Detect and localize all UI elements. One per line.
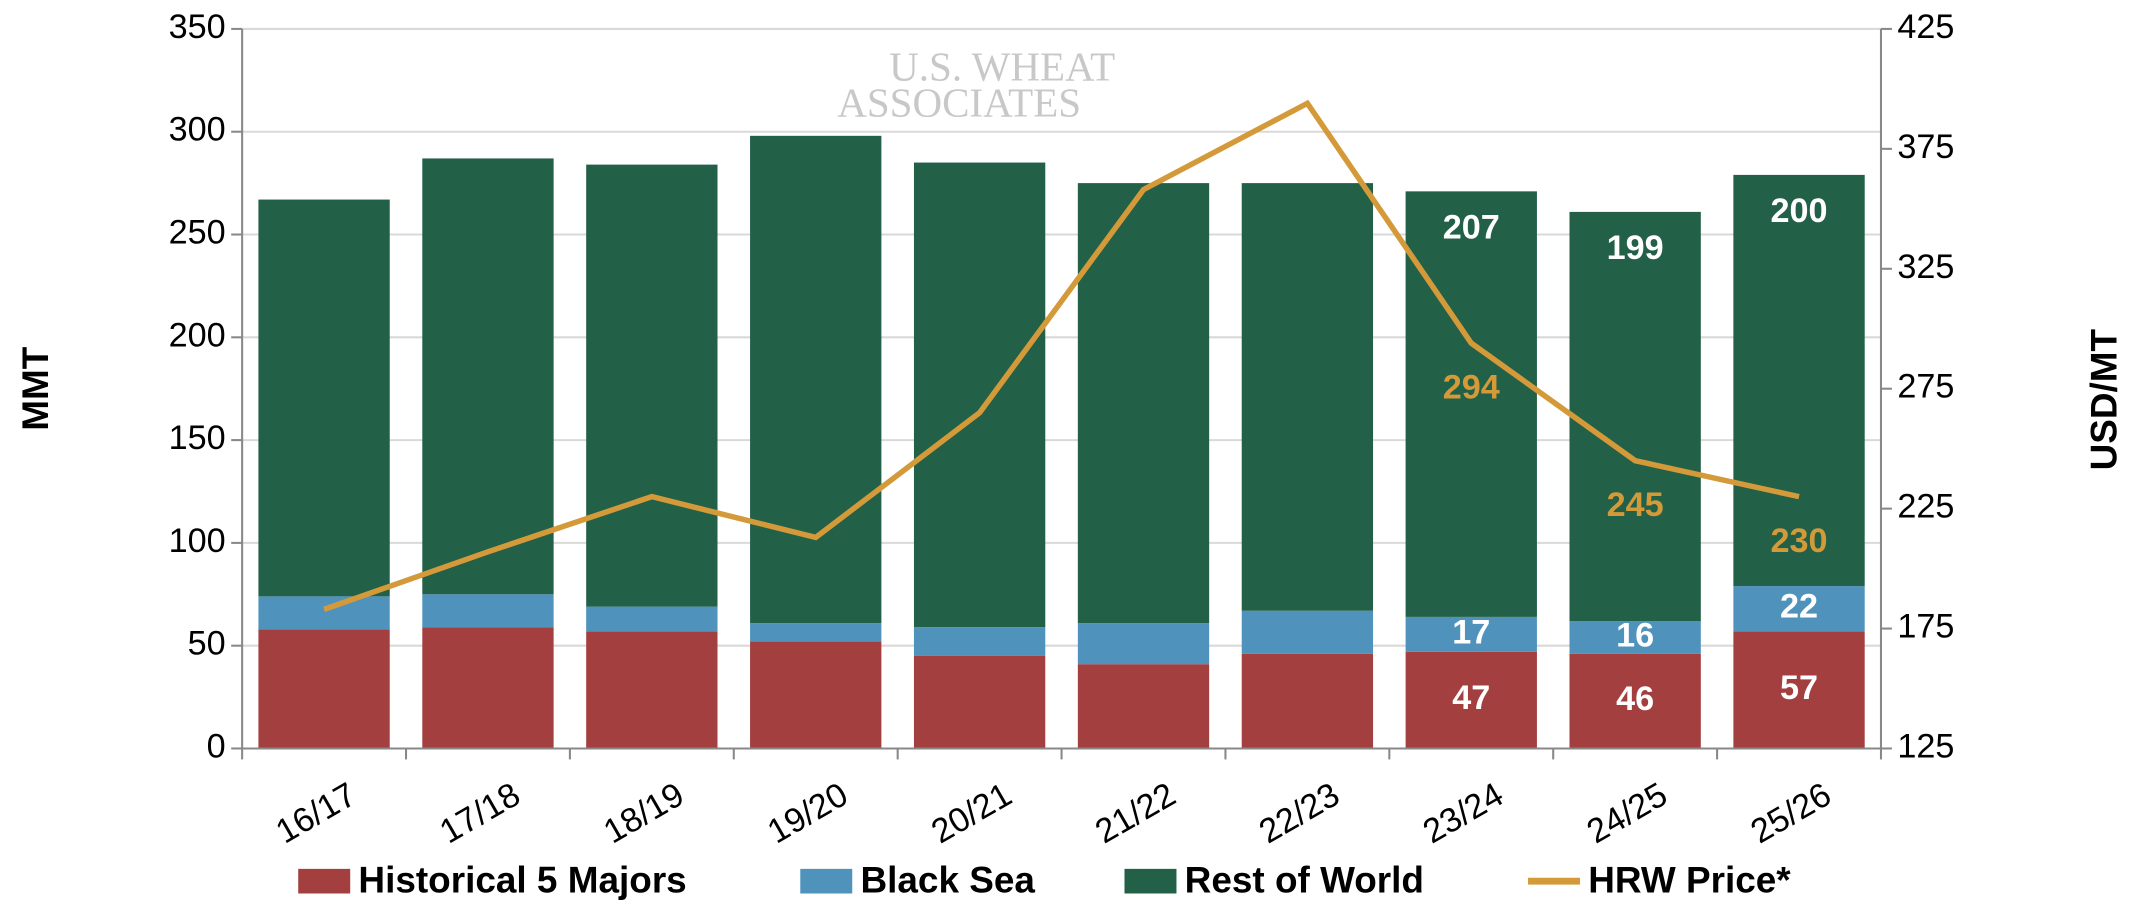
legend-swatch (1124, 868, 1177, 894)
x-tick-label: 17/18 (433, 775, 526, 851)
bar-segment (1733, 174, 1865, 587)
y2-tick-label: 175 (1897, 608, 1954, 646)
y2-axis-label: USD/MT (2083, 328, 2124, 470)
bar-segment (258, 199, 390, 597)
bar-segment (1405, 616, 1537, 652)
y-tick-label: 100 (169, 522, 226, 560)
data-label: 245 (1607, 486, 1664, 524)
x-tick-label: 20/21 (925, 775, 1018, 851)
bar-segment (750, 641, 882, 749)
data-label: 22 (1780, 588, 1818, 626)
watermark: ASSOCIATES (837, 79, 1081, 125)
bar-segment (1077, 623, 1210, 665)
data-label: 46 (1616, 680, 1654, 718)
x-tick-label: 24/25 (1581, 775, 1674, 851)
bar-segment (1569, 621, 1701, 654)
y2-tick-label: 275 (1897, 368, 1954, 406)
legend-label: Historical 5 Majors (358, 859, 686, 900)
bar-segment (750, 135, 882, 624)
y-tick-label: 350 (169, 8, 226, 46)
x-tick-label: 21/22 (1089, 775, 1182, 851)
data-label: 294 (1443, 369, 1500, 407)
x-tick-label: 19/20 (761, 775, 854, 851)
data-label: 207 (1443, 209, 1500, 247)
data-label: 16 (1616, 616, 1654, 654)
bar-segment (913, 162, 1046, 628)
x-tick-label: 23/24 (1417, 775, 1510, 851)
x-tick-label: 16/17 (270, 775, 363, 851)
y-tick-label: 250 (169, 214, 226, 252)
bar-segment (1569, 211, 1701, 622)
x-tick-label: 18/19 (597, 775, 690, 851)
bar-segment (913, 655, 1046, 749)
price-line (323, 99, 1800, 612)
data-label: 199 (1607, 229, 1664, 267)
data-label: 200 (1771, 192, 1828, 230)
bar-segment (422, 594, 554, 628)
data-label: 47 (1452, 679, 1490, 717)
y-tick-label: 300 (169, 111, 226, 149)
bar-segment (422, 627, 554, 749)
legend-label: Rest of World (1185, 859, 1424, 900)
bar-segment (258, 629, 390, 749)
legend-label: HRW Price* (1588, 859, 1791, 900)
bar-segment (750, 623, 882, 642)
legend-swatch (298, 868, 351, 894)
legend-label: Black Sea (860, 859, 1035, 900)
bar-segment (1569, 653, 1701, 749)
x-tick-label: 22/23 (1253, 775, 1346, 851)
y-tick-label: 50 (188, 625, 226, 663)
data-label: 57 (1780, 669, 1818, 707)
y-axis-label: MMT (15, 346, 56, 431)
bar-segment (1077, 183, 1210, 624)
bar-segment (1241, 183, 1374, 611)
bar-segment (586, 164, 718, 607)
bar-segment (1733, 586, 1865, 632)
legend-swatch (800, 868, 853, 894)
x-tick-label: 25/26 (1745, 775, 1838, 851)
y-tick-label: 200 (169, 316, 226, 354)
y2-tick-label: 325 (1897, 248, 1954, 286)
bar-segment (1077, 664, 1210, 749)
bar-segment (586, 606, 718, 632)
bar-segment (1241, 610, 1374, 654)
bar-segment (1241, 653, 1374, 749)
data-label: 230 (1771, 522, 1828, 560)
watermark: U.S. WHEAT (889, 44, 1115, 90)
y2-tick-label: 125 (1897, 728, 1954, 766)
bar-segment (258, 596, 390, 630)
y2-tick-label: 375 (1897, 128, 1954, 166)
bar-segment (1733, 631, 1865, 749)
bar-segment (913, 627, 1046, 656)
y-tick-label: 0 (207, 728, 226, 766)
y2-tick-label: 225 (1897, 488, 1954, 526)
y-tick-label: 150 (169, 419, 226, 457)
bar-segment (586, 631, 718, 749)
bar-segment (1405, 651, 1537, 749)
bar-segment (422, 158, 554, 595)
data-label: 17 (1452, 613, 1490, 651)
y2-tick-label: 425 (1897, 8, 1954, 46)
bar-segment (1405, 191, 1537, 617)
